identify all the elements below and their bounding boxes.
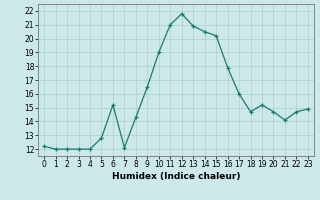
X-axis label: Humidex (Indice chaleur): Humidex (Indice chaleur): [112, 172, 240, 181]
